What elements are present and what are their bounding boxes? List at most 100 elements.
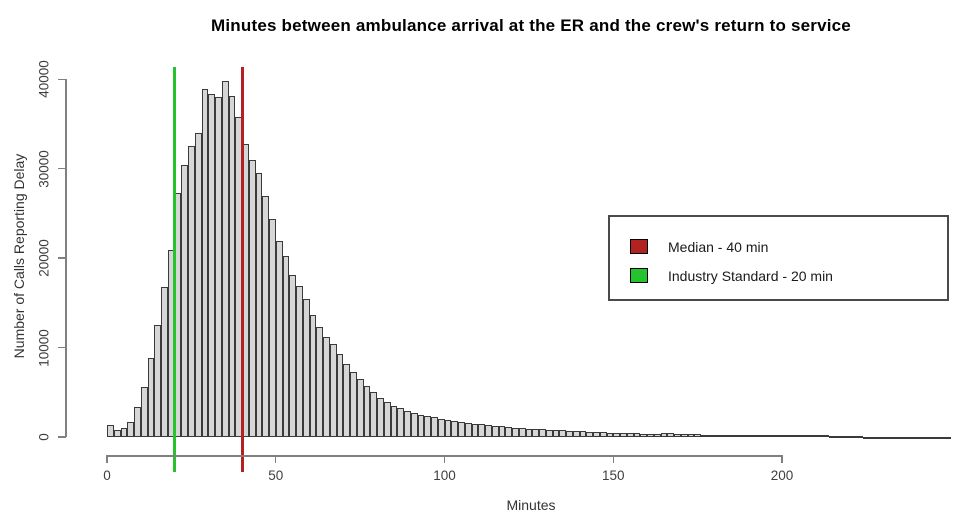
histogram-bar	[451, 420, 458, 437]
histogram-bar	[687, 434, 695, 437]
histogram-bar	[134, 407, 141, 437]
histogram-bar	[714, 434, 722, 437]
histogram-bar	[579, 431, 587, 437]
histogram-bar	[768, 435, 776, 438]
x-tick-label: 200	[770, 468, 794, 483]
histogram-bar	[336, 353, 344, 437]
histogram-bar	[586, 431, 593, 437]
histogram-bar	[876, 436, 884, 439]
histogram-bar	[802, 434, 809, 437]
histogram-bar	[154, 325, 161, 437]
histogram-bar	[302, 299, 310, 437]
legend-item-median: Median - 40 min	[610, 239, 947, 257]
histogram-bar	[471, 423, 479, 437]
histogram-bar	[741, 435, 749, 438]
histogram-bar	[674, 434, 681, 437]
reference-line-20min	[173, 67, 176, 472]
histogram-bar	[620, 432, 627, 437]
histogram-bar	[775, 435, 782, 438]
histogram-bar	[275, 241, 283, 437]
histogram-bar	[869, 436, 877, 439]
histogram-bar	[107, 425, 114, 437]
histogram-bar	[424, 415, 431, 437]
histogram-bar	[383, 402, 391, 437]
histogram-bar	[701, 434, 708, 437]
histogram-bar	[458, 421, 465, 437]
histogram-bar	[228, 96, 236, 437]
histogram-bar	[309, 315, 317, 437]
histogram-bar	[647, 433, 654, 437]
x-tick-label: 100	[433, 468, 456, 483]
histogram-bar	[728, 434, 735, 437]
x-axis-title: Minutes	[506, 497, 556, 513]
histogram-bar	[667, 433, 674, 437]
histogram-bar	[613, 432, 620, 437]
histogram-bar	[363, 386, 371, 437]
histogram-bar	[350, 371, 357, 437]
histogram-bar	[518, 428, 526, 437]
histogram-bar	[215, 97, 222, 437]
histogram-bar	[944, 436, 951, 439]
histogram-bar	[410, 412, 418, 437]
histogram-bar	[910, 436, 917, 439]
histogram-bar	[181, 165, 188, 437]
y-tick	[58, 436, 66, 438]
histogram-bar	[390, 405, 398, 437]
histogram-bar	[626, 433, 634, 437]
industry-standard-color-swatch	[630, 268, 648, 283]
histogram-bar	[370, 392, 377, 437]
histogram-bar	[262, 196, 269, 437]
histogram-bar	[127, 421, 134, 437]
histogram-bar	[356, 378, 364, 437]
histogram-bar	[140, 386, 148, 437]
histogram-bar	[491, 425, 499, 437]
histogram-bar	[842, 436, 850, 439]
histogram-bar	[856, 436, 863, 439]
histogram-bar	[208, 93, 215, 437]
y-tick-label: 30000	[36, 149, 52, 188]
legend-box: Median - 40 min Industry Standard - 20 m…	[608, 215, 949, 301]
histogram-bar	[606, 432, 614, 437]
histogram-bar	[377, 397, 384, 437]
histogram-bar	[822, 434, 830, 437]
histogram-bar	[896, 436, 904, 439]
y-tick	[58, 78, 66, 81]
histogram-bar	[161, 286, 168, 437]
y-tick	[58, 257, 66, 259]
histogram-bar	[545, 429, 553, 437]
legend-label-industry-standard: Industry Standard - 20 min	[668, 268, 833, 284]
x-tick-label: 150	[602, 468, 625, 483]
histogram-bar	[194, 132, 202, 437]
y-axis-title: Number of Calls Reporting Delay	[11, 153, 27, 359]
histogram-bar	[788, 435, 796, 438]
histogram-bar	[188, 146, 195, 437]
histogram-bar	[559, 430, 566, 437]
histogram-bar	[755, 435, 762, 438]
x-tick	[274, 455, 277, 463]
histogram-bar	[113, 429, 121, 437]
histogram-bar	[572, 431, 580, 437]
histogram-bar	[633, 433, 641, 437]
median-color-swatch	[630, 239, 648, 254]
histogram-bar	[397, 408, 404, 437]
histogram-bar	[890, 436, 897, 439]
histogram-bar	[883, 436, 890, 439]
histogram-bar	[269, 218, 276, 437]
histogram-bar	[748, 435, 755, 438]
histogram-bar	[478, 424, 485, 437]
reference-line-40min	[240, 67, 244, 472]
histogram-bar	[444, 420, 452, 437]
histogram-bar	[599, 432, 607, 437]
histogram-bar	[903, 436, 911, 439]
histogram-bar	[660, 433, 668, 437]
histogram-bar	[316, 327, 323, 437]
histogram-bar	[930, 436, 938, 439]
histogram-bar	[680, 434, 688, 437]
histogram-bar	[505, 427, 512, 437]
histogram-bar	[464, 422, 472, 437]
histogram-bar	[532, 428, 539, 437]
legend-label-median: Median - 40 min	[668, 239, 769, 255]
histogram-bar	[437, 418, 445, 437]
histogram-bar	[512, 427, 519, 437]
histogram-bar	[829, 436, 836, 439]
